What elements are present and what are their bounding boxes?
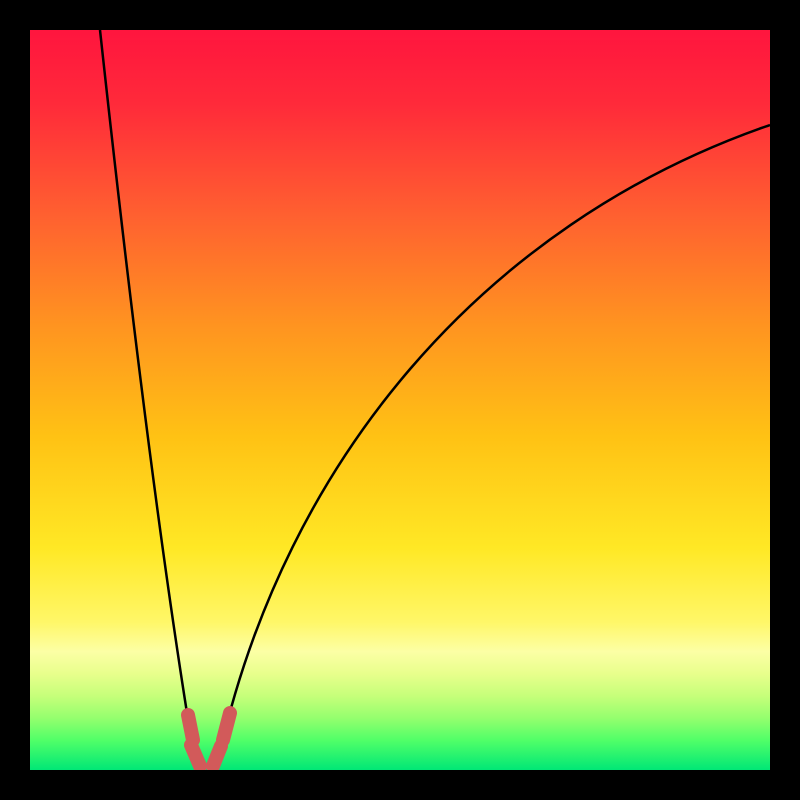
curve-right-branch xyxy=(220,125,770,752)
marker-segment xyxy=(223,713,230,740)
marker-segment xyxy=(188,715,193,740)
curve-left-branch xyxy=(100,30,193,750)
plot-area xyxy=(30,30,770,770)
markers-group xyxy=(188,713,230,766)
marker-segment xyxy=(213,746,221,766)
chart-container: TheBottleneck.com xyxy=(0,0,800,800)
bottleneck-curve xyxy=(30,30,770,770)
marker-segment xyxy=(191,745,200,766)
